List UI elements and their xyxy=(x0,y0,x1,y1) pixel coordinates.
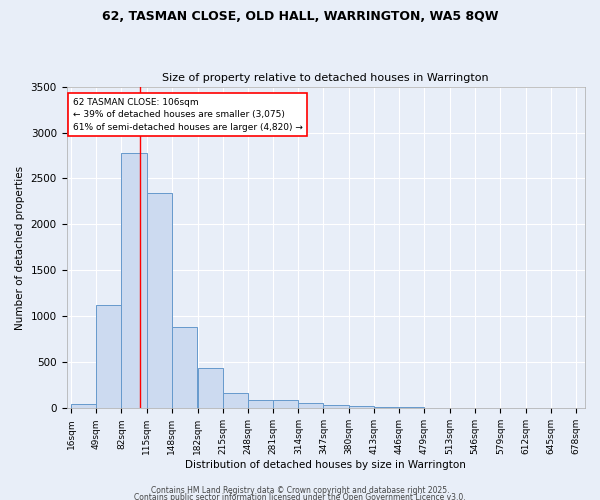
Bar xyxy=(172,328,197,408)
Text: 62 TASMAN CLOSE: 106sqm
← 39% of detached houses are smaller (3,075)
61% of semi: 62 TASMAN CLOSE: 106sqm ← 39% of detache… xyxy=(73,98,302,132)
Bar xyxy=(273,400,298,408)
Bar xyxy=(96,306,121,408)
Bar xyxy=(248,400,273,408)
Bar xyxy=(349,406,374,408)
Bar xyxy=(323,404,349,408)
Text: Contains HM Land Registry data © Crown copyright and database right 2025.: Contains HM Land Registry data © Crown c… xyxy=(151,486,449,495)
Bar xyxy=(121,153,146,408)
Bar xyxy=(146,193,172,408)
Text: Contains public sector information licensed under the Open Government Licence v3: Contains public sector information licen… xyxy=(134,494,466,500)
Text: 62, TASMAN CLOSE, OLD HALL, WARRINGTON, WA5 8QW: 62, TASMAN CLOSE, OLD HALL, WARRINGTON, … xyxy=(102,10,498,23)
Title: Size of property relative to detached houses in Warrington: Size of property relative to detached ho… xyxy=(163,73,489,83)
Bar xyxy=(71,404,96,408)
Y-axis label: Number of detached properties: Number of detached properties xyxy=(15,166,25,330)
Bar xyxy=(223,392,248,408)
Bar xyxy=(197,368,223,408)
Bar xyxy=(298,404,323,408)
X-axis label: Distribution of detached houses by size in Warrington: Distribution of detached houses by size … xyxy=(185,460,466,470)
Bar xyxy=(374,407,399,408)
